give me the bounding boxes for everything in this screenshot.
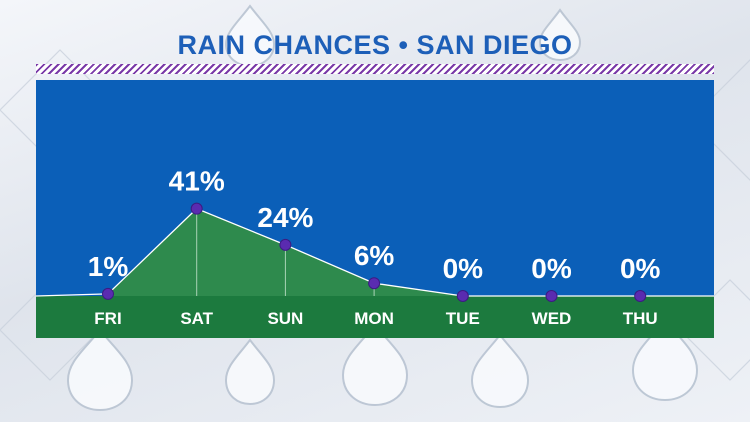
- day-label-sat: SAT: [180, 309, 213, 328]
- day-label-wed: WED: [532, 309, 572, 328]
- title-divider-stripe: [36, 64, 714, 74]
- value-label-sun: 24%: [257, 202, 313, 233]
- value-label-thu: 0%: [620, 253, 661, 284]
- title-banner: RAIN CHANCES • SAN DIEGO: [36, 26, 714, 64]
- day-label-mon: MON: [354, 309, 394, 328]
- chart-marks: 1% FRI 41% SAT 24% SUN 6% MON 0% TUE 0% WED 0% THU: [88, 166, 661, 328]
- value-label-mon: 6%: [354, 240, 395, 271]
- value-label-tue: 0%: [443, 253, 484, 284]
- value-label-fri: 1%: [88, 251, 129, 282]
- data-point-mon: [368, 277, 381, 290]
- chart-title: RAIN CHANCES • SAN DIEGO: [177, 30, 573, 60]
- data-point-tue: [456, 290, 469, 302]
- day-label-fri: FRI: [94, 309, 121, 328]
- day-label-tue: TUE: [446, 309, 480, 328]
- data-point-wed: [545, 290, 558, 302]
- ground-band: [36, 296, 714, 338]
- data-point-sun: [279, 238, 292, 251]
- data-point-thu: [634, 290, 647, 302]
- rain-chance-chart: 1% FRI 41% SAT 24% SUN 6% MON 0% TUE 0% WED 0% THU: [36, 80, 714, 338]
- day-label-sun: SUN: [267, 309, 303, 328]
- day-label-thu: THU: [623, 309, 658, 328]
- data-point-fri: [102, 287, 114, 300]
- value-label-wed: 0%: [531, 253, 572, 284]
- data-point-sat: [190, 202, 203, 215]
- value-label-sat: 41%: [169, 166, 225, 197]
- raindrop-icons: [66, 4, 699, 412]
- rain-chance-area: [36, 208, 714, 296]
